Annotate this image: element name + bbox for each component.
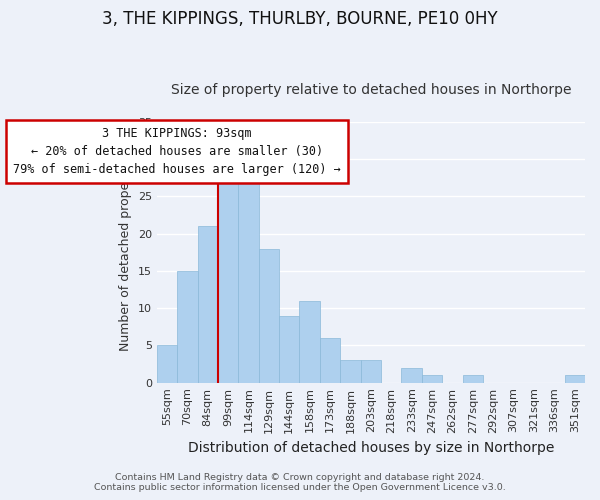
Bar <box>299 300 320 382</box>
Bar <box>259 248 279 382</box>
Title: Size of property relative to detached houses in Northorpe: Size of property relative to detached ho… <box>170 83 571 97</box>
Bar <box>218 182 238 382</box>
Text: 3, THE KIPPINGS, THURLBY, BOURNE, PE10 0HY: 3, THE KIPPINGS, THURLBY, BOURNE, PE10 0… <box>102 10 498 28</box>
Bar <box>565 375 585 382</box>
Bar <box>238 174 259 382</box>
Bar <box>197 226 218 382</box>
Bar <box>279 316 299 382</box>
Bar <box>340 360 361 382</box>
Bar <box>177 271 197 382</box>
Bar <box>320 338 340 382</box>
Bar <box>463 375 483 382</box>
Y-axis label: Number of detached properties: Number of detached properties <box>119 154 132 350</box>
Bar <box>401 368 422 382</box>
X-axis label: Distribution of detached houses by size in Northorpe: Distribution of detached houses by size … <box>188 441 554 455</box>
Text: Contains HM Land Registry data © Crown copyright and database right 2024.: Contains HM Land Registry data © Crown c… <box>115 474 485 482</box>
Text: Contains public sector information licensed under the Open Government Licence v3: Contains public sector information licen… <box>94 484 506 492</box>
Bar <box>422 375 442 382</box>
Text: 3 THE KIPPINGS: 93sqm
← 20% of detached houses are smaller (30)
79% of semi-deta: 3 THE KIPPINGS: 93sqm ← 20% of detached … <box>13 127 341 176</box>
Bar <box>361 360 381 382</box>
Bar <box>157 346 177 383</box>
